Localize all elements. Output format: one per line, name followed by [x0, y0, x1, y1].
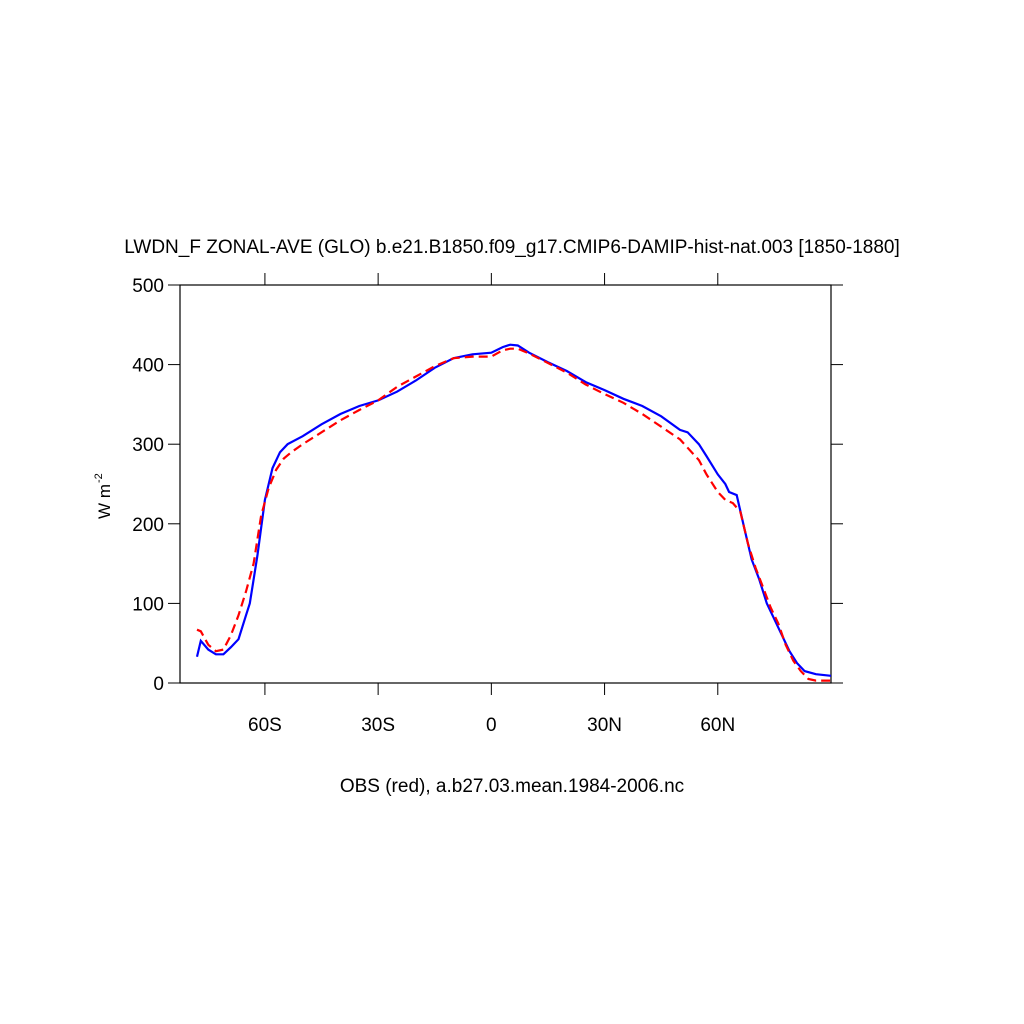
series-line	[196, 347, 831, 682]
x-tick-label: 0	[486, 715, 497, 736]
x-tick-label: 60S	[248, 715, 282, 736]
y-label-sup: -2	[93, 473, 105, 483]
x-tick-label: 30N	[587, 715, 622, 736]
chart-title: LWDN_F ZONAL-AVE (GLO) b.e21.B1850.f09_g…	[124, 237, 899, 258]
y-tick-label: 300	[132, 435, 164, 456]
x-axis-label: OBS (red), a.b27.03.mean.1984-2006.nc	[340, 776, 684, 797]
y-axis-label: W m -2	[93, 473, 114, 519]
plot-frame	[179, 284, 832, 684]
y-tick-label: 500	[132, 276, 164, 297]
y-tick-label: 0	[153, 674, 164, 695]
x-tick-label: 30S	[361, 715, 395, 736]
y-tick-label: 200	[132, 515, 164, 536]
y-tick-label: 100	[132, 594, 164, 615]
series-line	[195, 343, 832, 677]
y-tick-label: 400	[132, 356, 164, 377]
y-label-text: W m	[95, 484, 114, 519]
x-tick-label: 60N	[700, 715, 735, 736]
